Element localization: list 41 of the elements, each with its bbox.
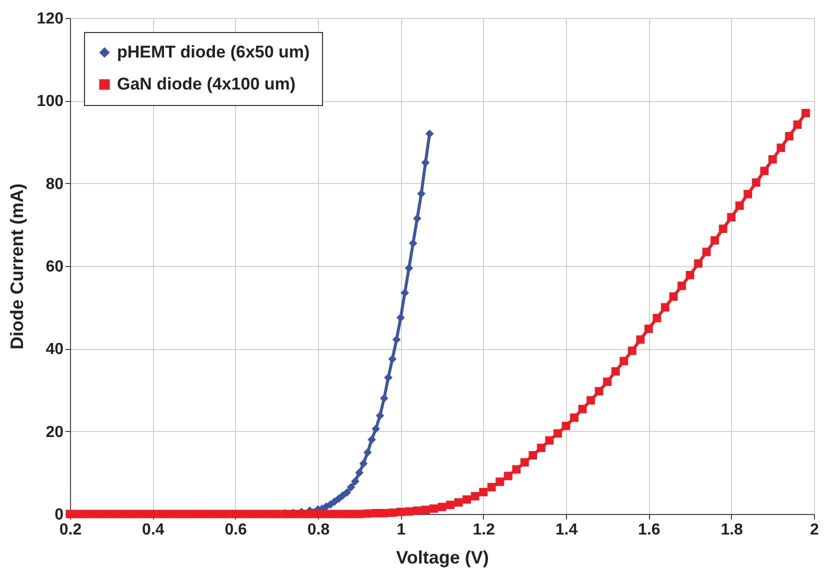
x-tick-label: 0.6 [224, 522, 248, 538]
x-axis-title: Voltage (V) [396, 548, 489, 568]
point [372, 424, 380, 434]
point [359, 459, 368, 468]
point [346, 482, 356, 492]
x-tick-label: 1.6 [638, 522, 660, 538]
point [425, 130, 434, 138]
y-axis-title: Diode Current (mA) [6, 183, 27, 350]
x-tick-label: 1 [396, 522, 406, 538]
point [396, 313, 405, 322]
point [388, 354, 397, 364]
y-tick-label: 0 [54, 506, 64, 524]
y-tick-label: 20 [46, 424, 64, 441]
legend-label: pHEMT diode (6x50 um) [117, 42, 310, 62]
point [342, 488, 352, 497]
point [351, 477, 360, 486]
point [384, 373, 392, 382]
point [404, 264, 414, 272]
y-tick-label: 120 [36, 10, 64, 28]
x-tick-label: 1.4 [555, 522, 578, 538]
y-tick-label: 40 [46, 341, 64, 358]
point [400, 288, 409, 298]
point [380, 394, 388, 402]
point [376, 411, 384, 420]
x-tick-label: 1.2 [472, 522, 496, 538]
point [392, 335, 401, 344]
x-tick-label: 0.2 [59, 522, 82, 538]
point [417, 189, 426, 198]
x-tick-label: 1.8 [720, 522, 744, 538]
point [413, 214, 422, 223]
x-tick-label: 0.4 [142, 522, 164, 538]
legend-label: GaN diode (4x100 um) [117, 74, 296, 94]
y-tick-label: 80 [46, 176, 64, 193]
x-tick-label: 2 [810, 522, 820, 538]
y-tick-label: 60 [46, 258, 64, 276]
y-tick-label: 100 [36, 93, 64, 110]
point [408, 239, 418, 248]
point [368, 435, 376, 444]
point [355, 468, 364, 477]
x-tick-label: 0.8 [307, 522, 330, 538]
point [363, 448, 372, 457]
